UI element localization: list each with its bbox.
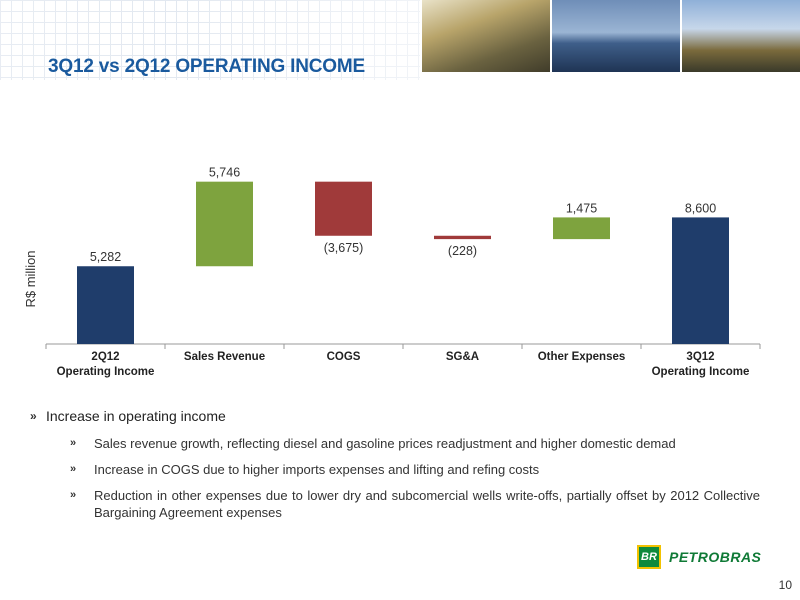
data-label: (3,675) xyxy=(324,241,364,255)
data-label: 5,746 xyxy=(209,166,240,180)
bullet-chevron-icon: » xyxy=(70,437,77,449)
data-label: (228) xyxy=(448,244,477,258)
bullet-sub-text: Reduction in other expenses due to lower… xyxy=(94,488,760,520)
data-label: 8,600 xyxy=(685,201,716,215)
bullet-chevron-icon: » xyxy=(70,463,77,475)
br-logo-icon: BR xyxy=(637,545,661,569)
bullet-list: » Increase in operating income » Sales r… xyxy=(30,408,770,530)
bullet-chevron-icon: » xyxy=(70,489,77,501)
y-axis-label: R$ million xyxy=(23,250,38,307)
waterfall-chart: R$ million 5,282 2Q12 Operating Income 5,746… xyxy=(23,166,761,378)
x-tick-label: SG&A xyxy=(446,351,479,363)
x-tick-label: 3Q12 xyxy=(686,351,714,363)
x-tick-label: Operating Income xyxy=(57,366,155,378)
x-tick-label: COGS xyxy=(327,351,361,363)
bullet-main-text: Increase in operating income xyxy=(46,408,226,424)
header-photo-fpso-ship xyxy=(552,0,680,72)
page-number: 10 xyxy=(778,578,792,592)
petrobras-logo: BR PETROBRAS xyxy=(637,545,761,569)
bullet-sub-2: » Increase in COGS due to higher imports… xyxy=(70,461,770,478)
bullet-chevron-icon: » xyxy=(30,409,37,423)
header-grid-fade xyxy=(0,0,420,80)
page-title: 3Q12 vs 2Q12 OPERATING INCOME xyxy=(48,56,365,77)
x-tick-label: Operating Income xyxy=(652,366,750,378)
waterfall-bar xyxy=(553,217,610,240)
data-label: 5,282 xyxy=(90,250,121,264)
bullet-main: » Increase in operating income xyxy=(30,408,770,425)
waterfall-bar xyxy=(77,266,134,344)
waterfall-bar xyxy=(434,235,491,240)
waterfall-bar xyxy=(672,217,729,344)
waterfall-bar xyxy=(196,181,253,267)
logo-wordmark: PETROBRAS xyxy=(669,549,762,565)
data-label: 1,475 xyxy=(566,201,597,215)
bullet-sub-3: » Reduction in other expenses due to low… xyxy=(70,487,770,521)
header-photo-platform-workers xyxy=(422,0,550,72)
bullet-sub-text: Increase in COGS due to higher imports e… xyxy=(94,462,540,477)
bullet-sub-text: Sales revenue growth, reflecting diesel … xyxy=(94,436,676,451)
waterfall-bar xyxy=(315,181,372,236)
bullet-sub-1: » Sales revenue growth, reflecting diese… xyxy=(70,435,770,452)
header-photo-refinery xyxy=(682,0,800,72)
x-tick-label: Sales Revenue xyxy=(184,351,265,363)
x-tick-label: Other Expenses xyxy=(538,351,626,363)
x-tick-label: 2Q12 xyxy=(91,351,119,363)
